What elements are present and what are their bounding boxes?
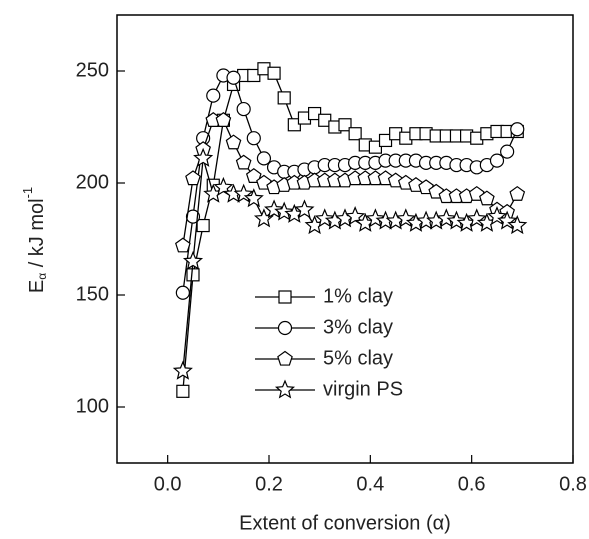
- y-tick-label: 100: [76, 395, 109, 417]
- legend-label: 1% clay: [323, 285, 393, 307]
- marker: [267, 66, 281, 80]
- marker: [264, 199, 285, 219]
- marker: [172, 360, 193, 380]
- y-axis-label: Eα / kJ mol-1: [20, 187, 49, 293]
- legend-label: 5% clay: [323, 347, 393, 369]
- marker: [378, 133, 393, 148]
- marker: [436, 208, 457, 228]
- marker: [507, 214, 528, 235]
- x-tick-label: 0.2: [255, 473, 283, 495]
- marker: [510, 122, 525, 137]
- marker: [243, 188, 264, 208]
- marker: [318, 113, 332, 127]
- marker: [277, 91, 291, 105]
- marker: [247, 68, 261, 83]
- marker: [256, 151, 272, 166]
- x-tick-label: 0.8: [559, 473, 587, 495]
- marker: [176, 384, 190, 398]
- marker: [182, 250, 204, 270]
- marker: [175, 237, 191, 253]
- y-label-part: E: [26, 280, 48, 293]
- y-tick-label: 250: [76, 59, 109, 81]
- legend-label: virgin PS: [323, 378, 403, 400]
- marker: [196, 218, 210, 233]
- marker: [225, 134, 242, 150]
- marker: [235, 154, 252, 170]
- y-tick-label: 200: [76, 171, 109, 193]
- x-axis-label: Extent of conversion (α): [239, 512, 451, 534]
- marker: [365, 208, 386, 228]
- marker: [368, 140, 382, 154]
- marker: [246, 131, 261, 146]
- y-label-sub: α: [35, 273, 49, 280]
- legend-marker: [277, 350, 293, 366]
- series-line: [182, 68, 518, 392]
- marker: [489, 153, 505, 168]
- x-tick-label: 0.0: [154, 473, 182, 495]
- marker: [193, 147, 214, 167]
- y-tick-label: 150: [76, 283, 109, 305]
- marker: [185, 170, 201, 186]
- marker: [500, 144, 515, 159]
- y-label-sup: -1: [20, 187, 35, 199]
- marker: [226, 70, 241, 85]
- legend-label: 3% clay: [323, 316, 393, 338]
- y-label-part: / kJ mol: [26, 198, 48, 272]
- marker: [509, 185, 526, 201]
- marker: [287, 118, 301, 132]
- marker: [294, 199, 315, 219]
- marker: [245, 168, 262, 183]
- x-tick-label: 0.4: [356, 473, 384, 495]
- marker: [308, 106, 322, 121]
- marker: [175, 285, 190, 300]
- plot-frame: [116, 14, 574, 464]
- marker: [348, 127, 362, 141]
- marker: [314, 208, 335, 228]
- marker: [479, 190, 495, 206]
- legend-marker: [278, 290, 292, 304]
- marker: [185, 209, 201, 224]
- marker: [338, 118, 352, 132]
- marker: [186, 268, 200, 282]
- x-tick-label: 0.6: [458, 473, 486, 495]
- legend-marker: [277, 320, 293, 336]
- marker: [446, 210, 467, 230]
- legend-marker: [274, 379, 296, 399]
- marker: [206, 88, 221, 103]
- marker: [274, 201, 295, 221]
- marker: [236, 101, 251, 117]
- marker: [215, 112, 232, 127]
